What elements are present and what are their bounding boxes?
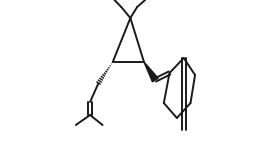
Polygon shape bbox=[144, 62, 158, 82]
